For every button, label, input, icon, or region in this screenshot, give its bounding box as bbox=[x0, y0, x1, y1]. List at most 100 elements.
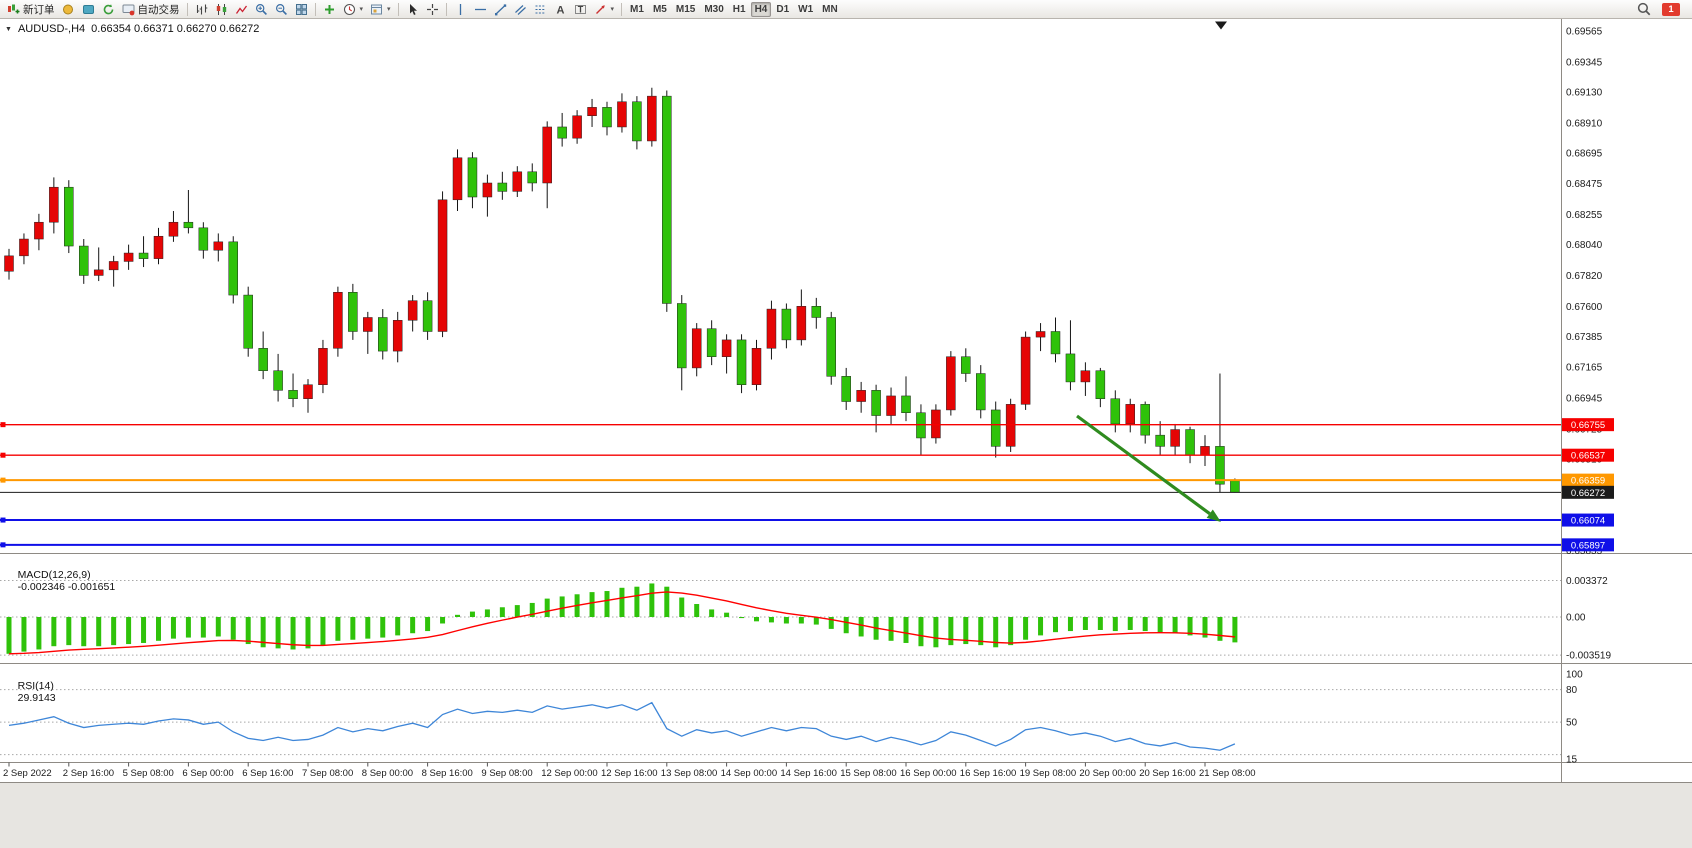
hline-handle[interactable] bbox=[0, 542, 6, 548]
candle bbox=[437, 199, 448, 332]
candle bbox=[452, 157, 463, 201]
timeframe-m1-button[interactable]: M1 bbox=[626, 2, 648, 17]
candle bbox=[931, 409, 941, 439]
chart-shift-marker-icon[interactable] bbox=[1215, 21, 1227, 30]
bar-chart-button[interactable] bbox=[192, 1, 211, 18]
price-axis-label: 0.67385 bbox=[1566, 332, 1603, 343]
macd-bar bbox=[993, 617, 999, 648]
zoom-in-button[interactable] bbox=[252, 1, 271, 18]
price-tag bbox=[1562, 473, 1614, 487]
candle bbox=[1155, 434, 1165, 447]
macd-bar bbox=[215, 617, 221, 637]
workspace-background bbox=[0, 783, 1692, 848]
price-axis-label: 0.66945 bbox=[1566, 394, 1603, 405]
macd-bar bbox=[813, 617, 819, 625]
timeframe-m5-button[interactable]: M5 bbox=[649, 2, 671, 17]
line-chart-button[interactable] bbox=[232, 1, 251, 18]
candlestick-chart-button[interactable] bbox=[212, 1, 231, 18]
candle bbox=[138, 252, 149, 259]
trend-arrow[interactable] bbox=[1076, 414, 1211, 515]
timeframe-d1-button[interactable]: D1 bbox=[772, 2, 793, 17]
market-watch-button[interactable] bbox=[59, 1, 78, 18]
channel-button[interactable] bbox=[511, 1, 530, 18]
text-icon: A bbox=[556, 4, 564, 16]
time-axis-label: 14 Sep 16:00 bbox=[780, 768, 837, 779]
timeframe-h4-button[interactable]: H4 bbox=[750, 1, 772, 17]
tile-windows-button[interactable] bbox=[292, 1, 311, 18]
candle bbox=[841, 376, 851, 402]
candle bbox=[392, 320, 403, 352]
rsi-axis-label: 50 bbox=[1566, 718, 1578, 729]
candle bbox=[602, 107, 612, 128]
macd-bar bbox=[1157, 617, 1163, 633]
macd-bar bbox=[694, 604, 700, 617]
cursor-button[interactable] bbox=[403, 1, 422, 18]
periods-button[interactable]: ▾ bbox=[340, 1, 367, 18]
candle bbox=[482, 182, 493, 198]
price-axis-label: 0.67600 bbox=[1566, 302, 1603, 313]
chart-canvas[interactable]: 0.69565 0.69345 0.69130 0.68910 0.68695 0.684… bbox=[0, 19, 1692, 782]
candle bbox=[1110, 398, 1121, 425]
text-button[interactable]: A bbox=[551, 1, 570, 18]
candle bbox=[1185, 429, 1195, 456]
fibonacci-button[interactable] bbox=[531, 1, 550, 18]
macd-bar bbox=[754, 617, 759, 622]
macd-bar bbox=[1023, 617, 1029, 640]
macd-signal-line bbox=[8, 591, 1235, 655]
hline-handle[interactable] bbox=[0, 452, 6, 458]
chevron-down-icon: ▼ bbox=[5, 25, 12, 33]
zoom-out-button[interactable] bbox=[272, 1, 291, 18]
macd-bar bbox=[709, 609, 715, 617]
candle bbox=[19, 238, 29, 257]
hline-handle[interactable] bbox=[0, 517, 6, 523]
macd-bar bbox=[1232, 617, 1238, 643]
timeframe-mn-button[interactable]: MN bbox=[818, 2, 842, 17]
new-order-button[interactable]: 新订单 bbox=[4, 1, 58, 18]
toolbar-separator bbox=[397, 2, 399, 16]
refresh-icon bbox=[103, 3, 113, 14]
candle bbox=[467, 157, 478, 198]
crosshair-button[interactable] bbox=[423, 1, 442, 18]
search-button[interactable] bbox=[1634, 1, 1654, 18]
arrows-button[interactable]: ▾ bbox=[591, 1, 618, 18]
candle bbox=[706, 328, 717, 357]
macd-bar bbox=[6, 617, 12, 654]
price-tag-label: 0.66074 bbox=[1571, 516, 1605, 527]
trendline-button[interactable] bbox=[491, 1, 510, 18]
candle bbox=[557, 126, 567, 139]
timeframe-w1-button[interactable]: W1 bbox=[794, 2, 817, 17]
candle bbox=[587, 107, 597, 117]
macd-bar bbox=[739, 617, 745, 619]
macd-bar bbox=[126, 617, 132, 645]
auto-trading-button[interactable]: 自动交易 bbox=[119, 1, 183, 18]
hline-handle[interactable] bbox=[0, 422, 6, 428]
trend-arrow-head[interactable] bbox=[1206, 509, 1221, 522]
candle bbox=[886, 395, 896, 416]
candle bbox=[871, 390, 881, 416]
indicators-button[interactable] bbox=[320, 1, 339, 18]
candle bbox=[781, 308, 792, 341]
macd-bar bbox=[335, 617, 341, 641]
templates-button[interactable]: ▾ bbox=[367, 1, 394, 18]
hline-handle[interactable] bbox=[0, 477, 6, 483]
timeframe-m15-button[interactable]: M15 bbox=[672, 2, 699, 17]
text-label-button[interactable]: T bbox=[571, 1, 590, 18]
candle bbox=[796, 306, 807, 341]
candle bbox=[407, 300, 418, 321]
new-order-label: 新订单 bbox=[23, 3, 55, 16]
timeframe-m30-button[interactable]: M30 bbox=[700, 2, 727, 17]
macd-bar bbox=[1187, 617, 1193, 636]
candle bbox=[976, 373, 986, 411]
candle bbox=[213, 241, 224, 251]
vertical-line-button[interactable] bbox=[451, 1, 470, 18]
notifications-badge[interactable]: 1 bbox=[1662, 2, 1680, 16]
candle bbox=[766, 308, 777, 349]
macd-bar bbox=[604, 591, 610, 617]
timeframe-h1-button[interactable]: H1 bbox=[729, 2, 750, 17]
periods-icon bbox=[343, 3, 355, 15]
refresh-button[interactable] bbox=[99, 1, 118, 18]
macd-bar bbox=[948, 617, 954, 646]
horizontal-line-button[interactable] bbox=[471, 1, 490, 18]
macd-bar bbox=[499, 607, 505, 617]
navigator-button[interactable] bbox=[79, 1, 98, 18]
